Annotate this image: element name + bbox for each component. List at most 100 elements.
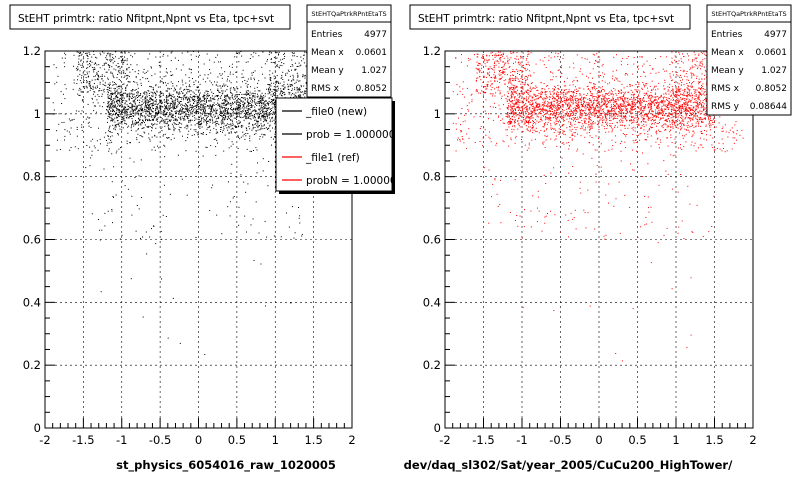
scatter-point	[283, 63, 285, 65]
scatter-point	[142, 102, 144, 104]
scatter-point	[262, 102, 264, 104]
scatter-point	[278, 51, 280, 53]
scatter-point	[110, 107, 112, 109]
scatter-point	[572, 84, 574, 86]
scatter-point	[210, 115, 212, 117]
scatter-point	[232, 143, 234, 145]
scatter-point	[197, 103, 199, 105]
scatter-point	[228, 133, 230, 135]
scatter-point	[118, 88, 120, 90]
scatter-point	[264, 101, 265, 103]
scatter-point	[186, 128, 188, 130]
scatter-point	[700, 107, 702, 109]
scatter-point	[546, 123, 548, 125]
scatter-point	[230, 131, 232, 133]
scatter-point	[100, 143, 101, 145]
scatter-point	[247, 78, 249, 80]
scatter-point	[108, 148, 110, 150]
scatter-point	[195, 96, 197, 98]
scatter-point	[239, 103, 241, 105]
scatter-point	[202, 113, 203, 115]
scatter-point	[135, 121, 137, 123]
scatter-point	[536, 120, 538, 122]
scatter-point	[165, 106, 166, 108]
scatter-point	[305, 90, 307, 92]
scatter-point	[89, 60, 91, 62]
scatter-point	[114, 92, 116, 93]
scatter-point	[98, 127, 99, 129]
scatter-point	[629, 84, 631, 86]
scatter-point	[148, 93, 150, 94]
scatter-point	[269, 78, 271, 80]
scatter-point	[83, 82, 85, 83]
scatter-point	[109, 53, 111, 55]
scatter-point	[197, 134, 199, 136]
scatter-point	[224, 107, 226, 109]
scatter-point	[166, 114, 168, 115]
scatter-point	[220, 109, 222, 111]
scatter-point	[508, 126, 510, 128]
scatter-point	[531, 82, 533, 84]
scatter-point	[166, 137, 168, 139]
scatter-point	[257, 129, 259, 131]
scatter-point	[224, 115, 226, 116]
scatter-point	[241, 77, 243, 78]
scatter-point	[119, 128, 121, 130]
scatter-point	[121, 66, 123, 68]
scatter-point	[651, 107, 653, 109]
scatter-point	[581, 120, 583, 121]
scatter-point	[117, 66, 119, 68]
scatter-point	[583, 93, 585, 95]
scatter-point	[574, 117, 576, 119]
scatter-point	[134, 96, 136, 98]
scatter-point	[264, 134, 266, 136]
scatter-point	[187, 116, 188, 118]
scatter-point	[89, 81, 91, 83]
scatter-point	[216, 214, 218, 216]
scatter-point	[237, 108, 239, 110]
scatter-point	[86, 81, 88, 83]
scatter-point	[114, 98, 116, 100]
scatter-point	[109, 89, 111, 91]
scatter-point	[525, 120, 527, 122]
x-tick-label: -1.5	[72, 433, 94, 447]
scatter-point	[156, 107, 158, 109]
scatter-point	[206, 94, 208, 96]
scatter-point	[161, 81, 163, 83]
scatter-point	[205, 98, 207, 100]
scatter-point	[173, 103, 175, 105]
scatter-point	[185, 140, 187, 142]
scatter-point	[648, 118, 650, 120]
scatter-point	[265, 100, 267, 102]
scatter-point	[209, 69, 211, 70]
scatter-point	[243, 108, 245, 110]
scatter-point	[257, 96, 259, 98]
scatter-point	[82, 91, 84, 93]
scatter-point	[80, 60, 82, 62]
scatter-point	[197, 118, 199, 120]
scatter-point	[269, 125, 271, 127]
scatter-point	[242, 105, 244, 107]
scatter-point	[123, 99, 125, 101]
scatter-point	[303, 62, 305, 64]
scatter-point	[165, 97, 167, 99]
scatter-point	[193, 84, 195, 85]
scatter-point	[121, 180, 123, 182]
scatter-point	[676, 103, 678, 105]
scatter-point	[124, 185, 126, 187]
scatter-point	[171, 116, 173, 118]
scatter-point	[300, 95, 302, 97]
scatter-point	[121, 116, 123, 118]
scatter-point	[144, 101, 146, 103]
scatter-point	[237, 116, 239, 117]
scatter-point	[269, 117, 270, 119]
scatter-point	[110, 71, 112, 73]
scatter-point	[159, 109, 161, 111]
scatter-point	[290, 96, 292, 98]
scatter-point	[521, 110, 523, 112]
scatter-point	[119, 98, 121, 100]
scatter-point	[698, 83, 700, 85]
scatter-point	[225, 103, 227, 105]
scatter-point	[56, 130, 58, 132]
scatter-point	[669, 120, 671, 122]
